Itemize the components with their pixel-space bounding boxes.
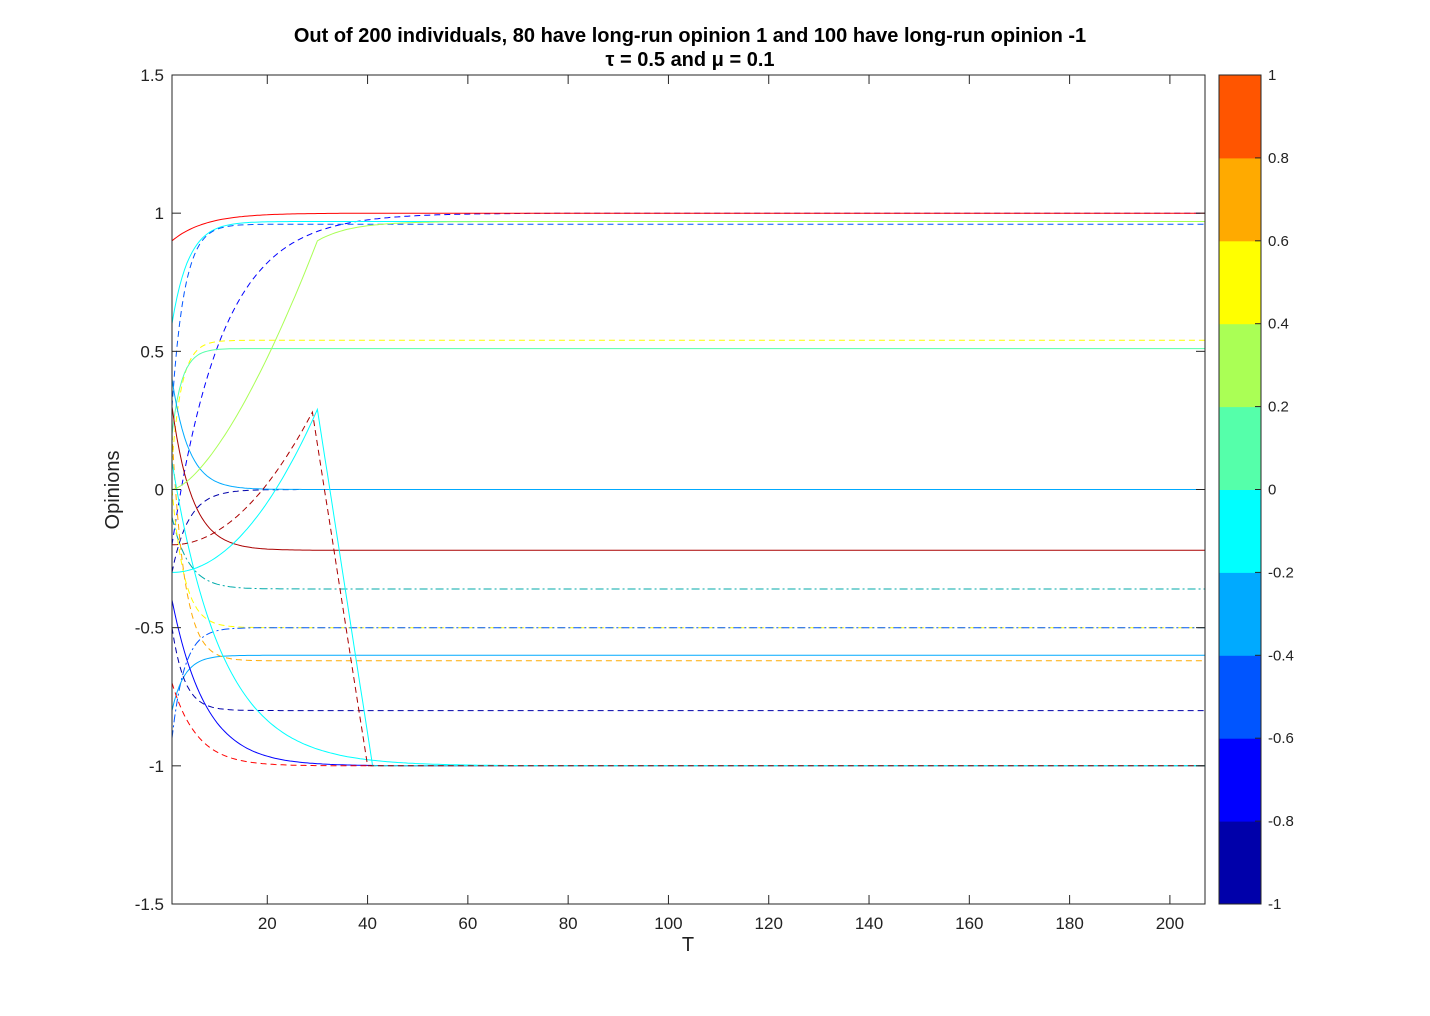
series-line — [171, 599, 1205, 767]
series-line — [171, 339, 1205, 462]
series-line — [171, 434, 1205, 662]
colorbar-tick-label: -0.4 — [1268, 647, 1294, 664]
x-tick-label: 180 — [1055, 914, 1083, 933]
x-tick-label: 20 — [258, 914, 277, 933]
colorbar-tick-label: -0.6 — [1268, 730, 1294, 747]
colorbar-segment — [1219, 821, 1261, 905]
colorbar-segment — [1219, 406, 1261, 490]
colorbar-tick-label: 1 — [1268, 67, 1276, 84]
colorbar-tick-label: -0.2 — [1268, 564, 1294, 581]
x-tick-label: 60 — [458, 914, 477, 933]
series-line — [171, 221, 1205, 324]
series-line — [171, 221, 1205, 490]
x-axis-label: T — [682, 934, 694, 956]
plot-lines — [171, 212, 1205, 767]
series-line — [172, 407, 1205, 767]
colorbar-tick-label: 0.8 — [1268, 150, 1289, 167]
y-tick-label: 0 — [155, 481, 164, 500]
colorbar-tick-label: 0.4 — [1268, 316, 1289, 333]
x-axis: 20 40 60 80 100 120 140 160 180 200 — [258, 75, 1184, 933]
series-line — [171, 489, 1205, 629]
y-tick-label: 1.5 — [140, 66, 164, 85]
series-line — [171, 489, 1205, 573]
x-tick-label: 80 — [559, 914, 578, 933]
y-axis: -1.5 -1 -0.5 0 0.5 1 1.5 — [135, 66, 1205, 914]
colorbar-tick-label: 0 — [1268, 482, 1276, 499]
series-line — [171, 212, 1205, 242]
colorbar-tick-label: -0.8 — [1268, 813, 1294, 830]
x-tick-label: 100 — [654, 914, 682, 933]
series-line — [171, 406, 1205, 551]
series-line — [171, 627, 1205, 739]
y-tick-label: -0.5 — [135, 619, 164, 638]
y-tick-label: -1 — [149, 757, 164, 776]
x-tick-label: 40 — [358, 914, 377, 933]
series-line — [171, 682, 1205, 767]
series-line — [171, 627, 1205, 712]
colorbar-segment — [1219, 157, 1261, 242]
chart-subtitle: τ = 0.5 and μ = 0.1 — [605, 49, 775, 71]
y-tick-label: 1 — [155, 204, 164, 223]
x-tick-label: 200 — [1156, 914, 1184, 933]
colorbar-segment — [1219, 738, 1261, 822]
series-line — [171, 223, 1205, 407]
colorbar-segment — [1219, 75, 1261, 159]
series-line — [171, 461, 1205, 767]
y-tick-label: -1.5 — [135, 895, 164, 914]
x-tick-label: 160 — [955, 914, 983, 933]
series-line — [171, 516, 1205, 590]
colorbar-segment — [1219, 323, 1261, 408]
colorbar-tick-label: 0.6 — [1268, 233, 1289, 250]
colorbar-tick-label: 0.2 — [1268, 399, 1289, 416]
chart-title: Out of 200 individuals, 80 have long-run… — [293, 25, 1087, 47]
y-axis-label: Opinions — [102, 451, 124, 530]
series-line — [171, 348, 1205, 435]
colorbar-segment — [1219, 240, 1261, 325]
series-line — [171, 654, 1205, 711]
colorbar-segment — [1219, 489, 1261, 573]
colorbar-tick-label: -1 — [1268, 896, 1281, 913]
colorbar-segment — [1219, 655, 1261, 739]
series-line — [171, 378, 1205, 490]
colorbar-segment — [1219, 572, 1261, 656]
series-line — [171, 212, 1205, 545]
x-tick-label: 120 — [755, 914, 783, 933]
x-tick-label: 140 — [855, 914, 883, 933]
colorbar: -1 -0.8 -0.6 -0.4 -0.2 0 0.2 0.4 0.6 0.8 1 — [1218, 67, 1294, 913]
series-line — [171, 410, 1205, 767]
y-tick-label: 0.5 — [140, 342, 164, 361]
